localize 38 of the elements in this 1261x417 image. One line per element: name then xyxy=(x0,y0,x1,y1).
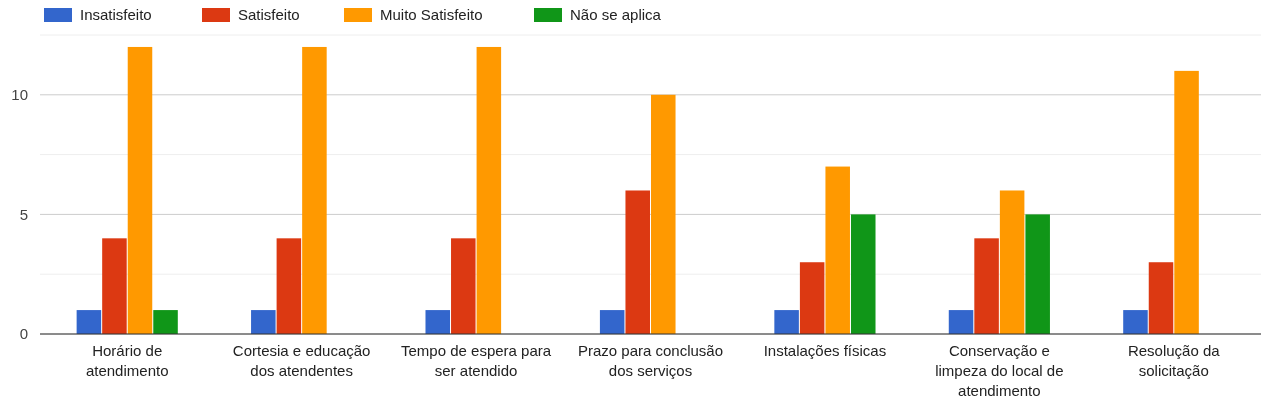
bar xyxy=(774,310,799,334)
x-tick-label: Tempo de espera para ser atendido xyxy=(401,342,552,379)
legend-label: Insatisfeito xyxy=(80,6,152,23)
bar xyxy=(451,238,476,334)
bar xyxy=(1025,214,1050,334)
legend-label: Satisfeito xyxy=(238,6,300,23)
bar xyxy=(1174,70,1199,334)
bar xyxy=(276,238,302,334)
bar xyxy=(1123,310,1148,334)
x-tick-label: Prazo para conclusão dos serviços xyxy=(577,342,724,379)
bar xyxy=(599,310,625,334)
bar xyxy=(1148,262,1174,334)
bar xyxy=(251,310,276,334)
bar xyxy=(302,46,327,334)
y-tick-label: 5 xyxy=(19,205,28,223)
bar xyxy=(625,190,650,334)
bar xyxy=(825,166,850,334)
bar xyxy=(127,46,153,334)
y-tick-label: 10 xyxy=(11,86,28,104)
bar xyxy=(799,262,825,334)
x-tick-label: Resolução da solicitação xyxy=(1127,342,1221,379)
bar xyxy=(153,310,178,334)
x-tick-label: Horário de atendimento xyxy=(85,342,169,379)
bar xyxy=(102,238,127,334)
x-tick-label: Instalações físicas xyxy=(763,342,887,359)
x-tick-label: Conservação e limpeza do local de atendimento xyxy=(935,342,1064,399)
bar xyxy=(850,214,876,334)
x-tick-label: Cortesia e educação dos atendentes xyxy=(232,342,371,379)
bar xyxy=(425,310,451,334)
legend-label: Não se aplica xyxy=(570,6,662,23)
bar xyxy=(974,238,999,334)
y-tick-label: 0 xyxy=(19,325,28,343)
bar xyxy=(948,310,974,334)
bar xyxy=(651,94,676,334)
bar xyxy=(76,310,102,334)
bar xyxy=(999,190,1025,334)
bar xyxy=(476,46,502,334)
legend-label: Muito Satisfeito xyxy=(380,6,483,23)
